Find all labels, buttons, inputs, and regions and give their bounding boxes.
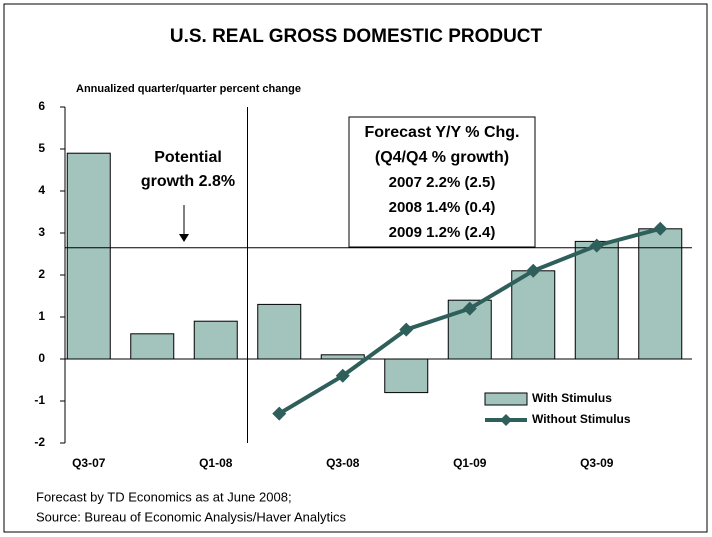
marker (462, 301, 477, 316)
y-tick-label: -2 (34, 435, 45, 449)
frame (3, 3, 708, 533)
x-tick-label: Q3-08 (326, 456, 360, 470)
marker (399, 322, 414, 337)
chart-title: U.S. REAL GROSS DOMESTIC PRODUCT (170, 26, 543, 47)
x-tick-label: Q1-08 (199, 456, 233, 470)
annotation: 2007 2.2% (2.5) (389, 174, 496, 191)
y-tick-label: 3 (38, 225, 45, 239)
y-tick-label: 6 (38, 99, 45, 113)
bar (384, 358, 429, 394)
y-axis-label: Annualized quarter/quarter percent chang… (76, 83, 301, 95)
y-tick-label: -1 (34, 393, 45, 407)
footnote: Forecast by TD Economics as at June 2008… (36, 489, 292, 504)
marker (589, 238, 604, 253)
forecast-box (348, 116, 536, 248)
y-tick-label: 5 (38, 141, 45, 155)
bar (638, 228, 683, 360)
bar (320, 354, 365, 360)
marker (653, 221, 668, 236)
annotation: Forecast Y/Y % Chg. (364, 124, 519, 141)
annotation: 2009 1.2% (2.4) (389, 224, 496, 241)
y-tick-label: 1 (38, 309, 45, 323)
bar (193, 320, 238, 360)
bar (511, 270, 556, 360)
arrow-head (179, 234, 189, 242)
marker (526, 263, 541, 278)
x-tick-label: Q3-09 (580, 456, 614, 470)
bar (66, 152, 111, 360)
annotation: growth 2.8% (141, 173, 235, 190)
y-tick-label: 0 (38, 351, 45, 365)
y-tick-label: 4 (38, 183, 45, 197)
annotation: (Q4/Q4 % growth) (375, 149, 509, 166)
footnote: Source: Bureau of Economic Analysis/Have… (36, 509, 346, 524)
marker (335, 368, 350, 383)
x-tick-label: Q1-09 (453, 456, 487, 470)
bar (130, 333, 175, 360)
bar (574, 240, 619, 360)
y-tick-label: 2 (38, 267, 45, 281)
legend-label: With Stimulus (532, 391, 612, 405)
annotation: Potential (154, 149, 222, 166)
legend-label: Without Stimulus (532, 412, 631, 426)
annotation: 2008 1.4% (0.4) (389, 199, 496, 216)
marker (272, 406, 287, 421)
bar (257, 303, 302, 360)
legend-marker (500, 414, 512, 426)
legend-swatch (484, 392, 528, 406)
x-tick-label: Q3-07 (72, 456, 106, 470)
